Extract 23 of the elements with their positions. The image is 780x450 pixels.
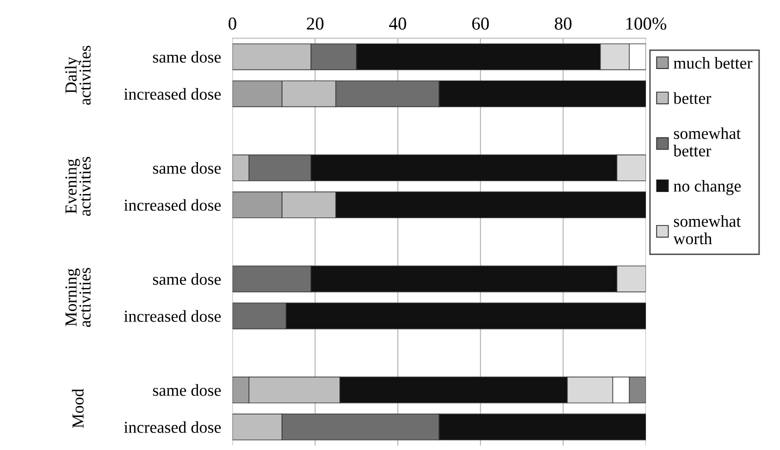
y-tick-label: increased dose bbox=[124, 88, 221, 100]
y-tick-label: same dose bbox=[153, 50, 221, 63]
legend-label: no change bbox=[674, 180, 741, 196]
x-tick-label: 60 bbox=[472, 18, 489, 30]
text: Morning activities bbox=[65, 268, 91, 327]
x-tick-label: 100% bbox=[626, 18, 666, 30]
x-tick-label: 20 bbox=[306, 18, 324, 30]
y-tick-label: increased dose bbox=[124, 310, 221, 322]
text: Evening activities bbox=[65, 156, 91, 216]
text: Mood bbox=[72, 388, 84, 428]
x-tick-label: 0 bbox=[228, 18, 236, 30]
legend-label: better bbox=[673, 92, 712, 104]
legend-label: somewhat worth bbox=[673, 215, 741, 244]
legend-label: somewhat better bbox=[673, 127, 741, 156]
x-tick-label: 40 bbox=[389, 18, 406, 30]
y-tick-label: increased dose bbox=[124, 199, 221, 211]
legend-label: much better bbox=[674, 56, 752, 69]
y-tick-label: same dose bbox=[153, 162, 221, 174]
y-tick-label: increased dose bbox=[124, 421, 221, 433]
text: Daily activities bbox=[64, 46, 91, 105]
y-tick-label: same dose bbox=[153, 384, 221, 396]
y-tick-label: same dose bbox=[153, 273, 221, 285]
x-tick-label: 80 bbox=[554, 18, 572, 30]
